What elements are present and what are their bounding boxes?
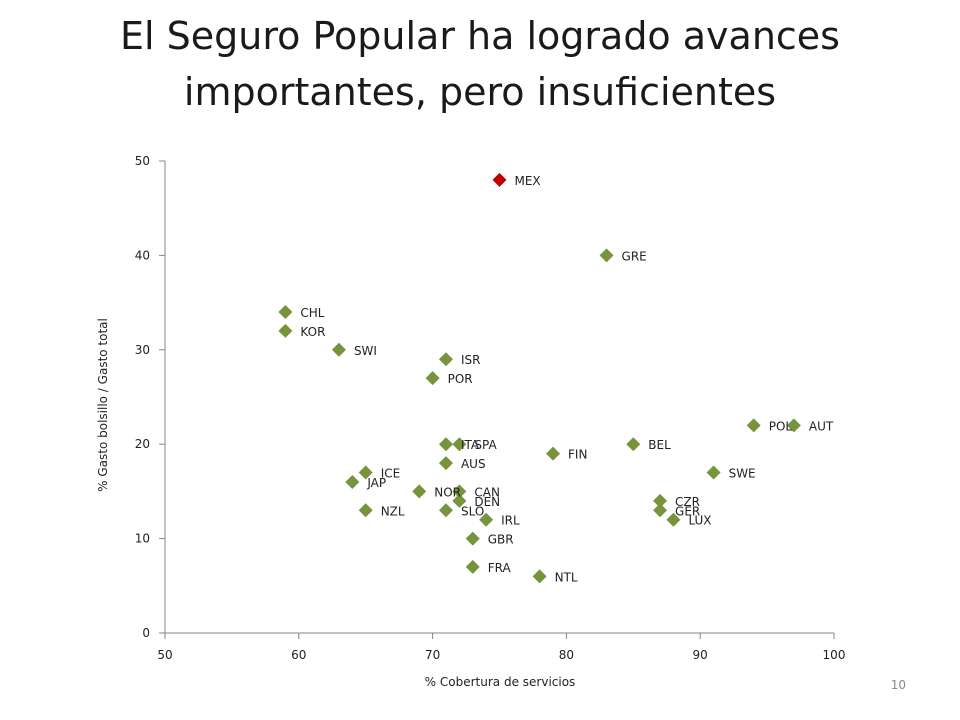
data-label-nzl: NZL xyxy=(381,504,405,518)
data-label-nor: NOR xyxy=(434,485,461,499)
y-tick-label: 0 xyxy=(142,626,150,640)
data-label-pol: POL xyxy=(769,419,793,433)
y-tick-label: 40 xyxy=(135,248,150,262)
data-point-slo xyxy=(438,503,453,518)
data-point-ntl xyxy=(532,569,547,584)
data-point-lux xyxy=(666,512,681,527)
data-label-swe: SWE xyxy=(729,467,756,481)
data-point-ita xyxy=(438,437,453,452)
y-axis-ticks: 0 10 20 30 40 50 xyxy=(135,154,165,640)
data-label-czr: CZR xyxy=(675,495,700,509)
data-point-kor xyxy=(278,323,293,338)
data-point-ger xyxy=(653,503,668,518)
y-tick-label: 50 xyxy=(135,154,150,168)
data-point-spa xyxy=(452,437,467,452)
data-point-fra xyxy=(465,559,480,574)
data-point-can xyxy=(452,484,467,499)
data-point-aus xyxy=(438,456,453,471)
data-point-nor xyxy=(412,484,427,499)
data-label-den: DEN xyxy=(474,495,500,509)
data-label-mex: MEX xyxy=(515,174,541,188)
x-tick-label: 80 xyxy=(559,648,574,662)
data-label-can: CAN xyxy=(474,485,500,499)
data-point-swe xyxy=(706,465,721,480)
data-label-fra: FRA xyxy=(488,561,512,575)
data-label-ger: GER xyxy=(675,504,700,518)
data-label-por: POR xyxy=(448,372,473,386)
data-point-den xyxy=(452,493,467,508)
data-point-ice xyxy=(358,465,373,480)
data-point-swi xyxy=(331,342,346,357)
x-tick-label: 90 xyxy=(693,648,708,662)
data-point-gre xyxy=(599,248,614,263)
data-label-ita: ITA xyxy=(461,438,480,452)
data-label-lux: LUX xyxy=(688,514,711,528)
data-label-irl: IRL xyxy=(501,514,520,528)
data-point-aut xyxy=(786,418,801,433)
x-tick-label: 100 xyxy=(823,648,846,662)
slide-title: El Seguro Popular ha logrado avances imp… xyxy=(40,8,920,120)
data-label-slo: SLO xyxy=(461,504,484,518)
data-point-pol xyxy=(746,418,761,433)
data-label-kor: KOR xyxy=(300,325,325,339)
x-axis-ticks: 50 60 70 80 90 100 xyxy=(157,633,845,662)
page-number: 10 xyxy=(890,678,906,692)
data-label-jap: JAP xyxy=(366,476,386,490)
x-tick-label: 50 xyxy=(157,648,172,662)
data-point-irl xyxy=(479,512,494,527)
data-point-czr xyxy=(653,493,668,508)
data-label-chl: CHL xyxy=(300,306,324,320)
data-point-gbr xyxy=(465,531,480,546)
y-tick-label: 20 xyxy=(135,437,150,451)
data-label-spa: SPA xyxy=(474,438,497,452)
data-point-isr xyxy=(438,352,453,367)
data-point-bel xyxy=(626,437,641,452)
data-point-jap xyxy=(345,474,360,489)
data-points xyxy=(278,172,801,584)
data-label-bel: BEL xyxy=(648,438,671,452)
data-point-nzl xyxy=(358,503,373,518)
data-point-fin xyxy=(546,446,561,461)
data-label-ice: ICE xyxy=(381,467,401,481)
data-point-por xyxy=(425,371,440,386)
data-point-mex xyxy=(492,172,507,187)
x-tick-label: 70 xyxy=(425,648,440,662)
data-point-chl xyxy=(278,305,293,320)
data-label-isr: ISR xyxy=(461,353,481,367)
data-label-fin: FIN xyxy=(568,448,587,462)
data-label-gbr: GBR xyxy=(488,533,514,547)
data-label-aut: AUT xyxy=(809,419,834,433)
data-label-ntl: NTL xyxy=(555,570,578,584)
slide-title-line-1: El Seguro Popular ha logrado avances xyxy=(120,14,840,58)
data-label-gre: GRE xyxy=(622,249,647,263)
x-axis-label: % Cobertura de servicios xyxy=(425,675,576,689)
x-tick-label: 60 xyxy=(291,648,306,662)
y-tick-label: 10 xyxy=(135,532,150,546)
slide-title-line-2: importantes, pero insuficientes xyxy=(183,70,777,114)
y-axis-label: % Gasto bolsillo / Gasto total xyxy=(96,318,110,492)
data-label-aus: AUS xyxy=(461,457,486,471)
data-label-swi: SWI xyxy=(354,344,377,358)
y-tick-label: 30 xyxy=(135,343,150,357)
